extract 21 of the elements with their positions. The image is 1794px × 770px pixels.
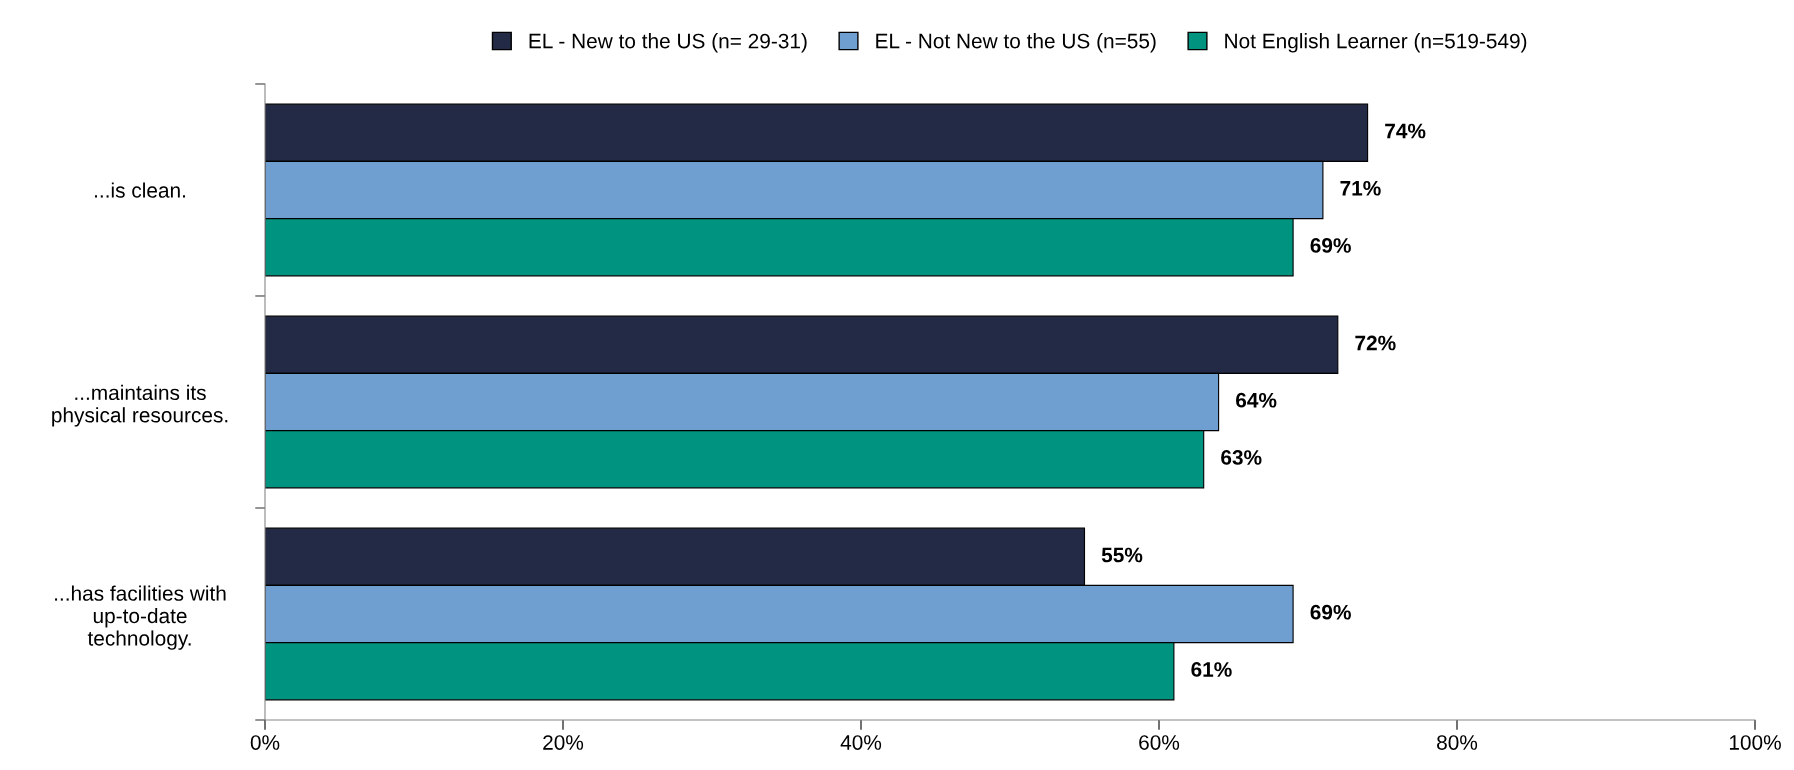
x-tick-label: 20% bbox=[543, 735, 584, 750]
y-tick-label: ...has facilities with up-to-date technology. bbox=[55, 585, 226, 650]
data-label: 69% bbox=[1310, 238, 1351, 253]
x-tick-label: 80% bbox=[1437, 735, 1478, 750]
x-tick-label: 40% bbox=[840, 735, 882, 750]
data-label: 71% bbox=[1340, 180, 1381, 196]
data-label: 61% bbox=[1191, 662, 1232, 677]
legend-label: Not English Learner (n=519-549) bbox=[1225, 33, 1527, 53]
y-tick-label: ...maintains its physical resources. bbox=[52, 384, 228, 427]
legend-label: EL - Not New to the US (n=55) bbox=[876, 33, 1156, 53]
y-tick-label: ...is clean. bbox=[95, 182, 185, 198]
data-label: 72% bbox=[1355, 335, 1396, 351]
data-label: 55% bbox=[1101, 547, 1143, 563]
x-tick-label: 100% bbox=[1729, 735, 1781, 750]
data-label: 69% bbox=[1310, 604, 1351, 620]
x-tick-label: 0% bbox=[250, 735, 280, 750]
x-tick-label: 60% bbox=[1139, 735, 1180, 750]
data-label: 74% bbox=[1385, 123, 1426, 139]
data-label: 64% bbox=[1236, 392, 1277, 408]
legend-label: EL - New to the US (n= 29-31) bbox=[529, 33, 807, 53]
data-label: 63% bbox=[1221, 450, 1262, 465]
